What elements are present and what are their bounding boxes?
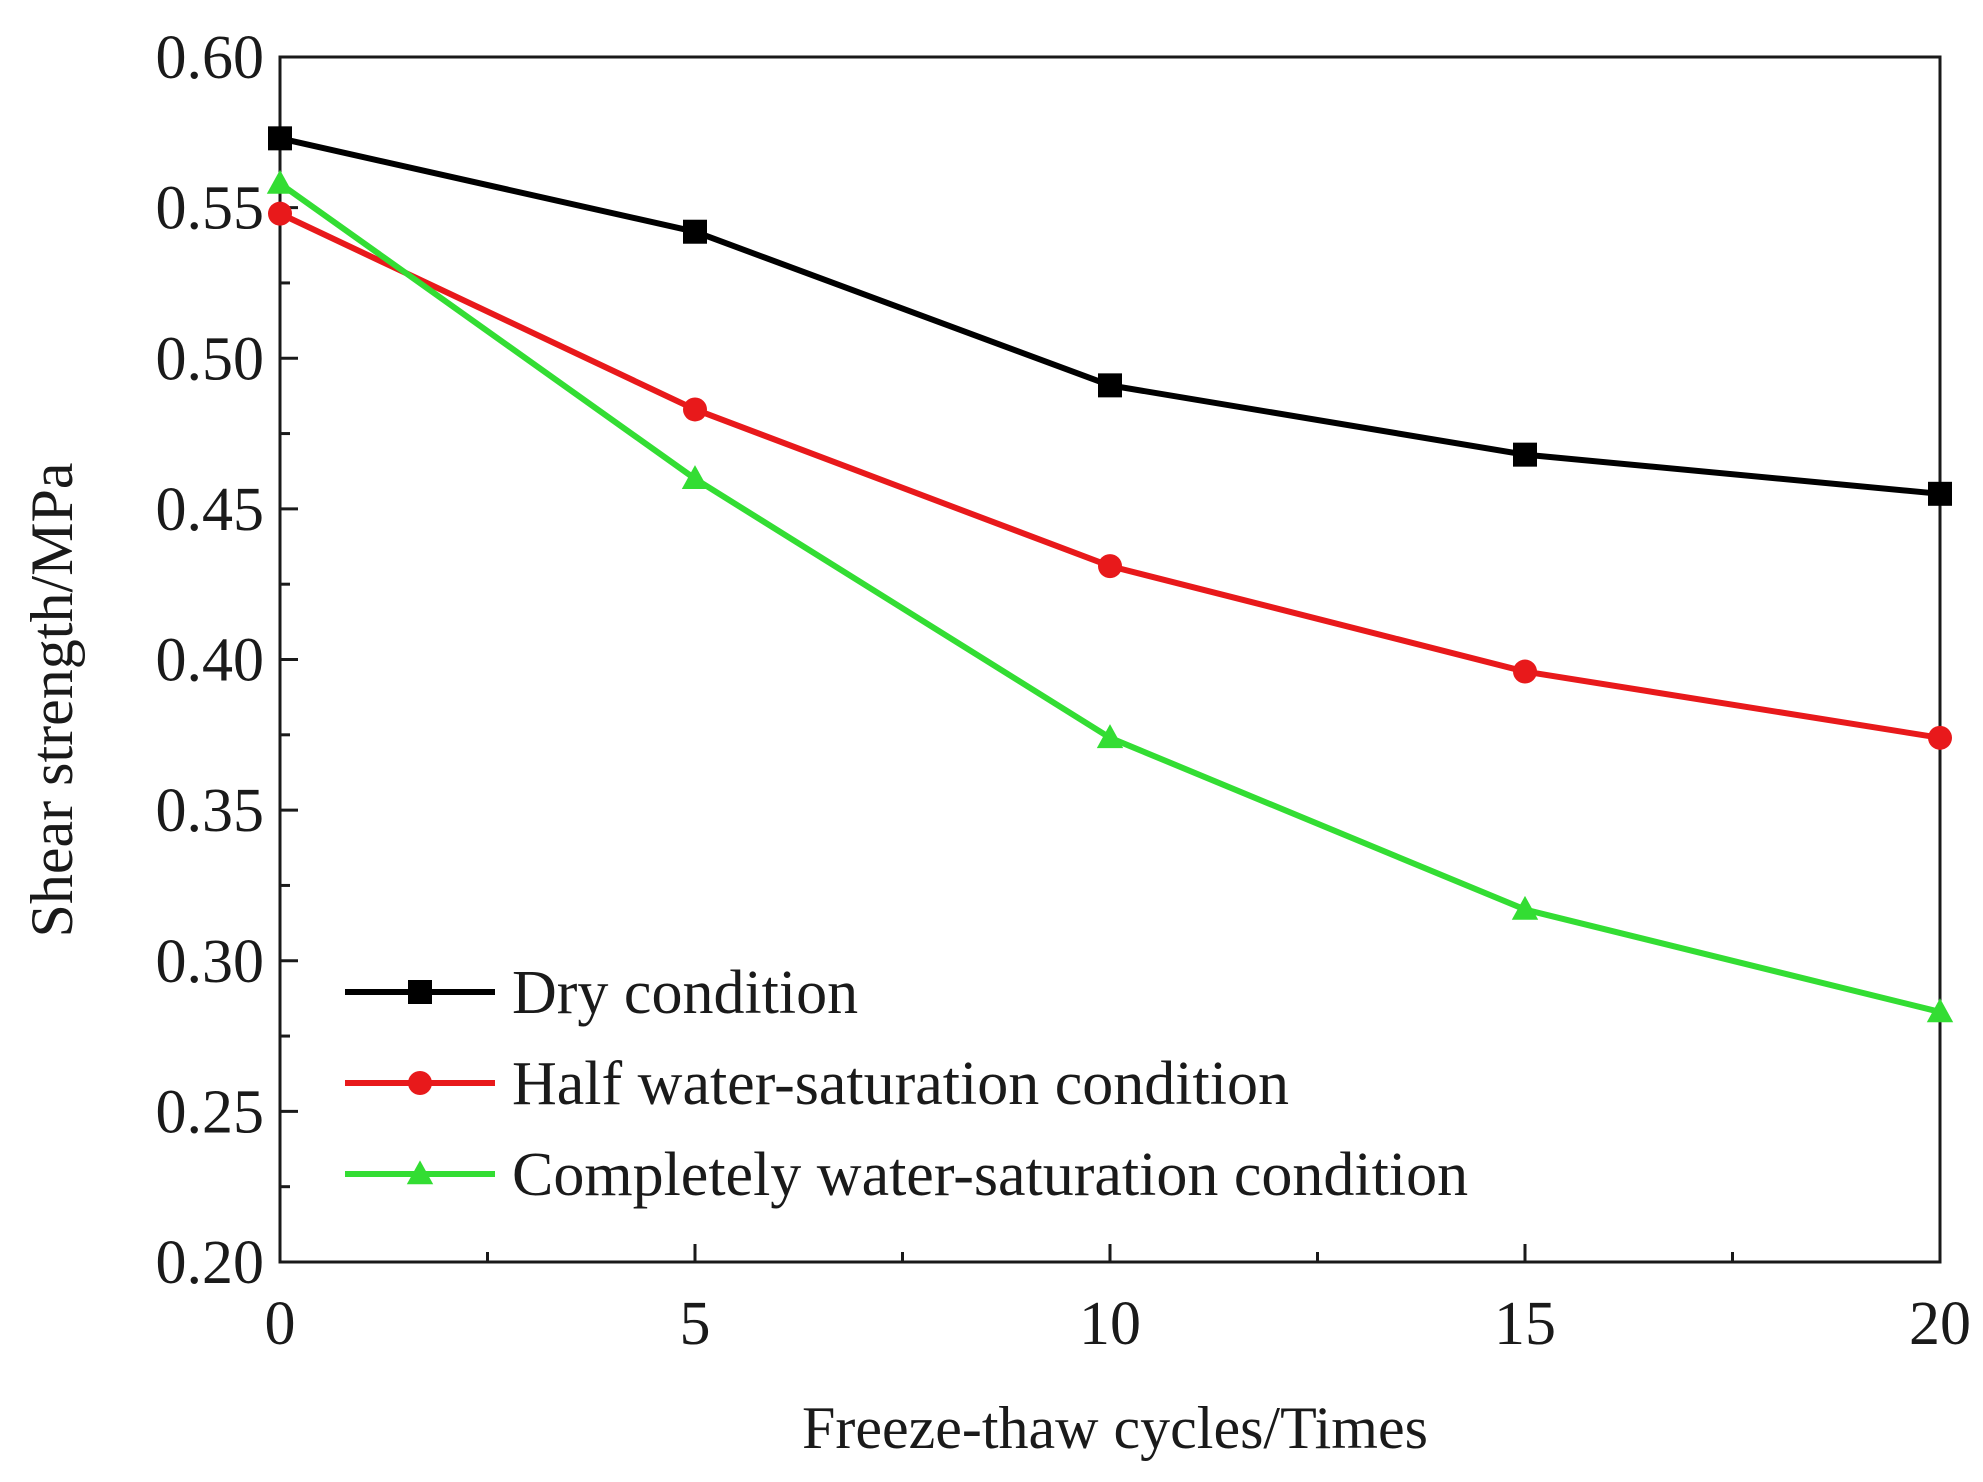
data-point-half-water-saturation-condition — [1098, 554, 1122, 579]
series-half-water-saturation-condition — [268, 201, 1952, 750]
legend-label: Completely water-saturation condition — [512, 1141, 1468, 1209]
y-tick-label: 0.20 — [156, 1229, 265, 1297]
data-point-completely-water-saturation-condition — [1096, 724, 1124, 749]
legend-marker-circle-icon — [408, 1071, 432, 1095]
data-point-completely-water-saturation-condition — [681, 465, 709, 490]
x-tick-label: 20 — [1909, 1290, 1971, 1358]
x-tick-label: 5 — [680, 1290, 711, 1358]
data-point-completely-water-saturation-condition — [1926, 998, 1954, 1023]
series-dry-condition — [268, 126, 1952, 506]
data-point-dry-condition — [268, 126, 292, 151]
legend-item-dry-condition: Dry condition — [345, 959, 858, 1027]
data-point-completely-water-saturation-condition — [266, 169, 294, 194]
x-tick-label: 15 — [1494, 1290, 1556, 1358]
legend-item-half-water-saturation-condition: Half water-saturation condition — [345, 1050, 1289, 1118]
y-tick-label: 0.50 — [156, 325, 265, 393]
x-tick-label: 10 — [1079, 1290, 1141, 1358]
data-point-half-water-saturation-condition — [268, 201, 292, 226]
series-line-completely-water-saturation-condition — [278, 181, 1941, 1015]
y-axis-title: Shear strength/MPa — [19, 463, 85, 938]
series-line-dry-condition — [279, 135, 1941, 497]
y-tick-label: 0.40 — [156, 627, 265, 695]
x-axis-title: Freeze-thaw cycles/Times — [802, 1395, 1428, 1461]
data-point-half-water-saturation-condition — [683, 397, 707, 422]
data-point-dry-condition — [1098, 373, 1122, 398]
x-tick-label: 0 — [265, 1290, 296, 1358]
series-layer — [266, 126, 1954, 1023]
legend-item-completely-water-saturation-condition: Completely water-saturation condition — [345, 1141, 1468, 1209]
axes: 0.20 0.25 0.30 0.35 0.40 0.45 0.50 0.55 0.60 0 5 10… — [156, 24, 1972, 1358]
y-tick-label: 0.25 — [156, 1078, 265, 1146]
legend-label: Half water-saturation condition — [512, 1050, 1289, 1118]
series-line-half-water-saturation-condition — [278, 210, 1941, 741]
y-tick-label: 0.45 — [156, 476, 265, 544]
data-point-dry-condition — [1513, 442, 1537, 467]
y-tick-label: 0.30 — [156, 928, 265, 996]
legend-label: Dry condition — [512, 959, 858, 1027]
data-point-dry-condition — [1928, 481, 1952, 506]
series-completely-water-saturation-condition — [266, 169, 1954, 1023]
data-point-completely-water-saturation-condition — [1511, 895, 1539, 920]
y-tick-label: 0.35 — [156, 777, 265, 845]
data-point-half-water-saturation-condition — [1928, 725, 1952, 750]
legend-marker-triangle-icon — [406, 1160, 434, 1185]
legend: Dry condition Half water-saturation condi… — [345, 959, 1468, 1209]
y-tick-label: 0.55 — [156, 175, 265, 243]
y-tick-label: 0.60 — [156, 24, 265, 92]
legend-marker-square-icon — [408, 980, 432, 1004]
data-point-half-water-saturation-condition — [1513, 659, 1537, 684]
data-point-dry-condition — [683, 219, 707, 244]
